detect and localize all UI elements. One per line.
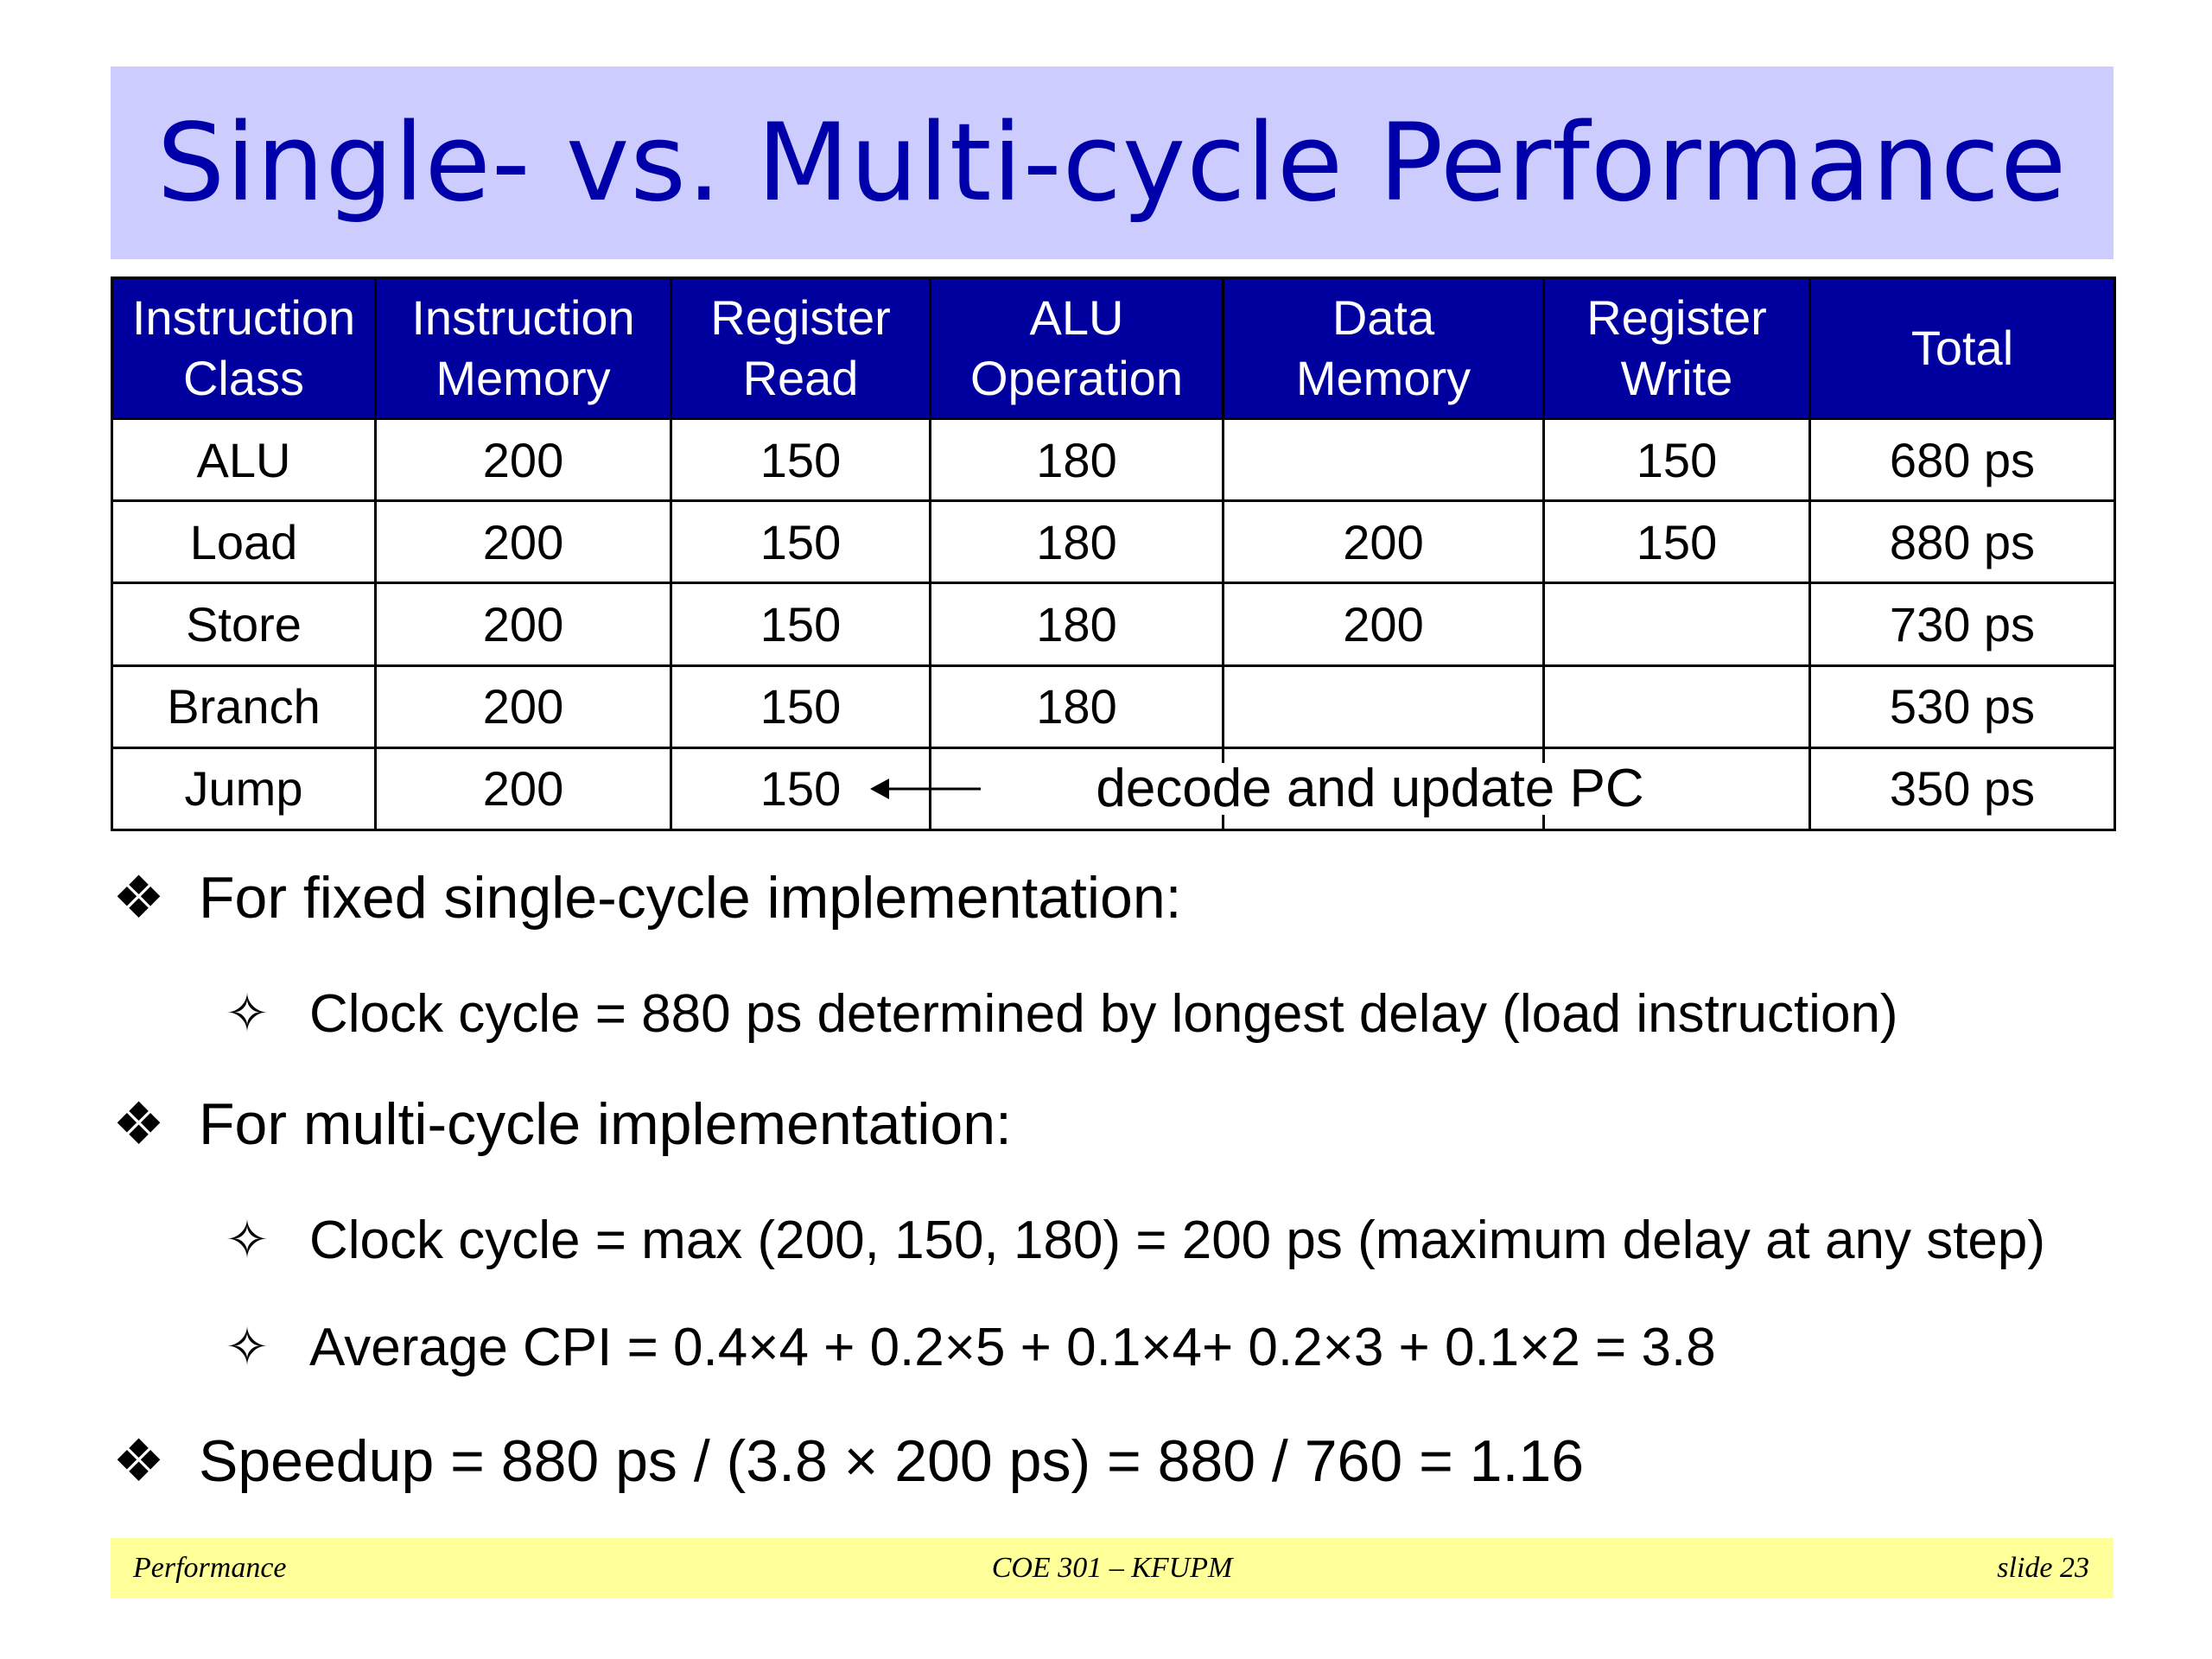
footer-band: Performance COE 301 – KFUPM slide 23 [111, 1538, 2113, 1599]
cell-alu: 180 [929, 416, 1224, 503]
cell-total: 880 ps [1808, 499, 2116, 585]
sub-bullet-clock-single: ✧ Clock cycle = 880 ps determined by long… [225, 982, 1898, 1045]
table-row: Store 200 150 180 200 730 ps [111, 582, 2116, 667]
cell-rwrite: 150 [1542, 499, 1811, 585]
cell-dmem: 200 [1222, 582, 1545, 667]
cell-imem: 200 [374, 746, 672, 832]
cell-alu: 180 [929, 499, 1224, 585]
four-point-star-bullet-icon: ✧ [225, 984, 270, 1044]
cell-dmem: 200 [1222, 499, 1545, 585]
cell-class: Load [111, 499, 377, 585]
arrow-left-icon [870, 778, 889, 799]
footer-topic: Performance [133, 1552, 287, 1584]
four-point-star-bullet-icon: ✧ [225, 1211, 270, 1270]
four-diamond-bullet-icon: ❖ [112, 1091, 165, 1157]
footer-course: COE 301 – KFUPM [991, 1552, 1233, 1584]
four-diamond-bullet-icon: ❖ [112, 1428, 165, 1494]
sub-bullet-clock-multi: ✧ Clock cycle = max (200, 150, 180) = 200… [225, 1208, 2045, 1271]
cell-rread: 150 [670, 582, 931, 667]
footer-slide-number: slide 23 [1997, 1552, 2089, 1584]
header-register-write: Register Write [1542, 276, 1811, 420]
table-row: ALU 200 150 180 150 680 ps [111, 416, 2116, 503]
cell-dmem [1222, 664, 1545, 749]
cell-decode-annotation: decode and update PC [929, 746, 1811, 832]
cell-rwrite [1542, 582, 1811, 667]
header-total: Total [1808, 276, 2116, 420]
arrow-line [877, 787, 981, 791]
cell-imem: 200 [374, 499, 672, 585]
header-data-memory: Data Memory [1222, 276, 1545, 420]
sub-bullet-average-cpi: ✧ Average CPI = 0.4×4 + 0.2×5 + 0.1×4+ 0.… [225, 1315, 1716, 1378]
table-row-jump: Jump 200 150 decode and update PC 350 ps [111, 746, 2116, 832]
header-alu-operation: ALU Operation [929, 276, 1224, 420]
cell-rread: 150 [670, 416, 931, 503]
cell-class: Branch [111, 664, 377, 749]
column-tick [1222, 815, 1224, 829]
cell-rread: 150 [670, 499, 931, 585]
table-row: Branch 200 150 180 530 ps [111, 664, 2116, 749]
bullet-single-cycle: ❖ For fixed single-cycle implementation: [112, 865, 1182, 931]
column-tick [1542, 748, 1545, 763]
bullet-speedup: ❖ Speedup = 880 ps / (3.8 × 200 ps) = 880… [112, 1428, 1585, 1494]
four-point-star-bullet-icon: ✧ [225, 1318, 270, 1377]
title-band: Single- vs. Multi-cycle Performance [111, 67, 2113, 259]
cell-total: 680 ps [1808, 416, 2116, 503]
cell-class: Jump [111, 746, 377, 832]
table-row: Load 200 150 180 200 150 880 ps [111, 499, 2116, 585]
column-tick [1222, 748, 1224, 763]
slide-title: Single- vs. Multi-cycle Performance [156, 100, 2068, 226]
cell-alu: 180 [929, 664, 1224, 749]
decode-annotation-text: decode and update PC [1096, 759, 1644, 819]
four-diamond-bullet-icon: ❖ [112, 865, 165, 931]
table-header-row: Instruction Class Instruction Memory Regis… [111, 276, 2116, 420]
cell-rread-value: 150 [760, 761, 842, 817]
cell-imem: 200 [374, 664, 672, 749]
cell-rread: 150 [670, 746, 981, 832]
column-tick [1542, 815, 1545, 829]
cell-rread: 150 [670, 664, 931, 749]
cell-rwrite [1542, 664, 1811, 749]
header-instruction-class: Instruction Class [111, 276, 377, 420]
cell-total: 530 ps [1808, 664, 2116, 749]
cell-total: 350 ps [1808, 746, 2116, 832]
header-register-read: Register Read [670, 276, 931, 420]
cell-imem: 200 [374, 582, 672, 667]
bullet-multi-cycle: ❖ For multi-cycle implementation: [112, 1091, 1012, 1157]
cell-imem: 200 [374, 416, 672, 503]
cell-alu: 180 [929, 582, 1224, 667]
cell-rwrite: 150 [1542, 416, 1811, 503]
cell-class: Store [111, 582, 377, 667]
cell-dmem [1222, 416, 1545, 503]
header-instruction-memory: Instruction Memory [374, 276, 672, 420]
cell-total: 730 ps [1808, 582, 2116, 667]
delay-table: Instruction Class Instruction Memory Regis… [111, 276, 2116, 832]
cell-class: ALU [111, 416, 377, 503]
